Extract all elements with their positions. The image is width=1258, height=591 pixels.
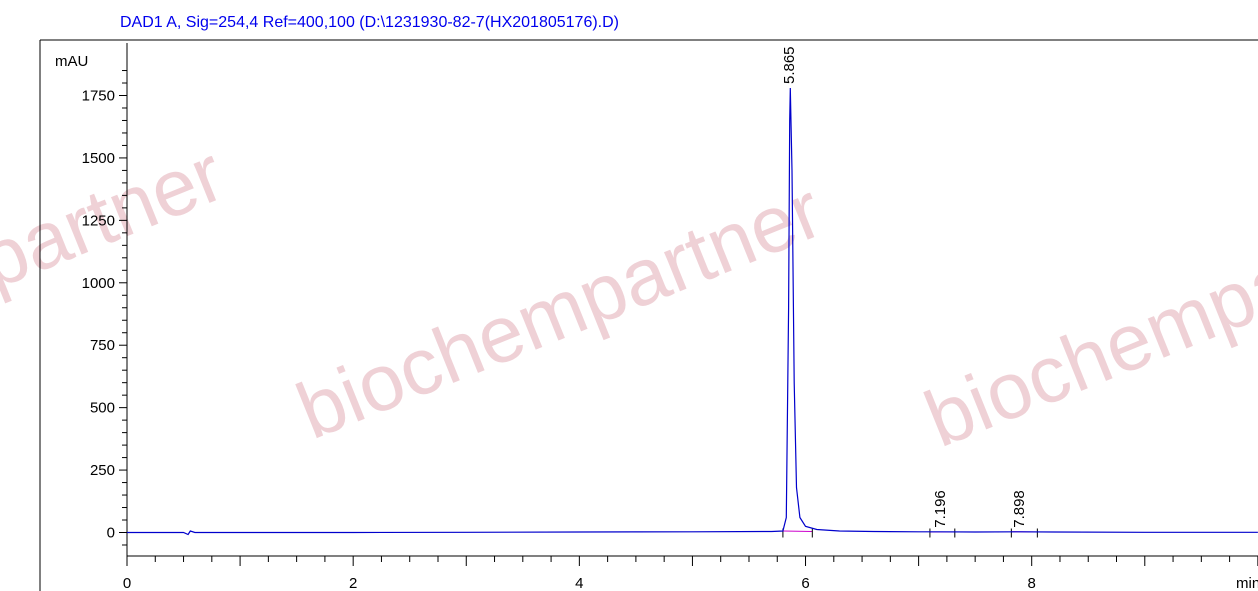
y-tick-label: 500 [90,400,115,417]
y-axis: 0 250 500 750 1000 1250 1500 1750 [82,43,128,556]
plot-frame [39,39,1258,591]
y-tick-label: 750 [90,337,115,354]
y-tick-label: 0 [107,525,115,542]
x-tick-label: 6 [801,575,809,591]
watermark-text: partner [0,128,235,305]
series-layer [127,87,1258,538]
chromatogram-trace [127,87,1258,536]
peak-retention-label: 7.196 [932,490,949,528]
x-tick-label: 0 [123,575,131,591]
watermark-text: biochempartner [285,165,834,456]
x-tick-label: 8 [1028,575,1036,591]
x-axis: 0 2 4 6 8 [123,555,1258,591]
peak-label-layer: 5.865 7.196 7.898 [781,46,1028,527]
y-tick-label: 1750 [82,88,115,105]
peak-retention-label: 5.865 [781,46,798,84]
peak-retention-label: 7.898 [1011,490,1028,528]
x-tick-label: 4 [575,575,583,591]
watermark-text: biochempartner [913,173,1258,464]
y-tick-label: 1250 [82,212,115,229]
chart-title: DAD1 A, Sig=254,4 Ref=400,100 (D:\123193… [120,14,619,31]
y-tick-label: 1500 [82,150,115,167]
watermark-layer: biochempartner biochempartner partner [0,128,1258,463]
y-tick-label: 250 [90,462,115,479]
x-axis-label: min [1236,575,1258,591]
y-tick-label: 1000 [82,275,115,292]
y-axis-label: mAU [55,53,88,70]
x-tick-label: 2 [349,575,357,591]
